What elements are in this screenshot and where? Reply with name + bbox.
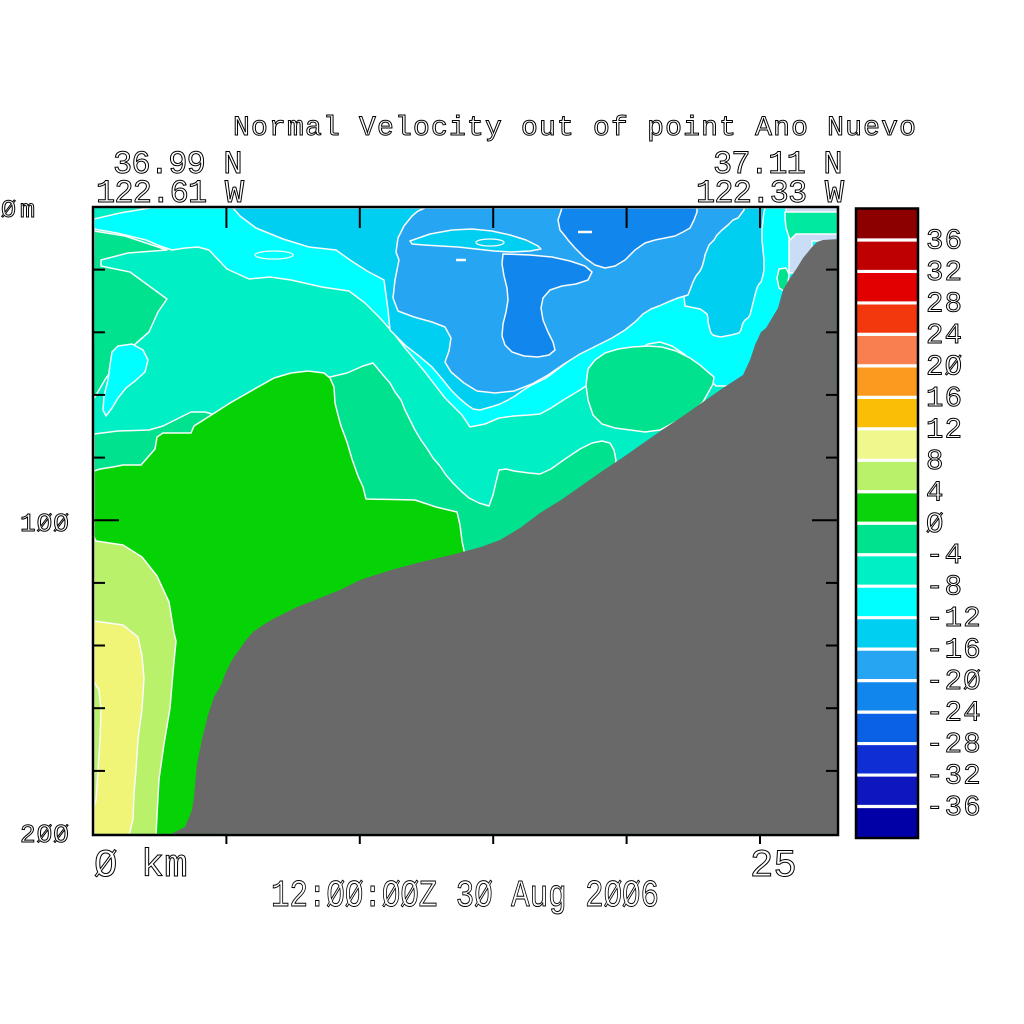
svg-text:24: 24 xyxy=(926,319,963,352)
svg-text:-28: -28 xyxy=(926,728,982,761)
svg-text:16: 16 xyxy=(926,382,963,415)
svg-text:-2Ø: -2Ø xyxy=(926,665,982,698)
svg-text:Ø: Ø xyxy=(926,508,945,541)
svg-text:12: 12 xyxy=(926,413,963,446)
svg-text:37.11 N: 37.11 N xyxy=(713,146,842,183)
svg-text:-24: -24 xyxy=(926,697,982,730)
svg-text:36.99 N: 36.99 N xyxy=(113,146,242,183)
svg-text:122.61 W: 122.61 W xyxy=(96,175,245,212)
svg-text:Ø km: Ø km xyxy=(94,844,188,888)
svg-text:-36: -36 xyxy=(926,791,982,824)
svg-text:36: 36 xyxy=(926,225,963,258)
svg-text:32: 32 xyxy=(926,256,963,289)
svg-text:25: 25 xyxy=(750,844,797,888)
svg-text:-4: -4 xyxy=(926,539,963,572)
svg-text:-16: -16 xyxy=(926,634,982,667)
svg-text:4: 4 xyxy=(926,476,945,509)
svg-text:Øm: Øm xyxy=(1,196,39,225)
svg-text:-8: -8 xyxy=(926,571,963,604)
svg-text:Normal Velocity out of point A: Normal Velocity out of point Ano Nuevo xyxy=(233,113,917,144)
svg-text:12:ØØ:ØØZ 3Ø Aug 2ØØ6: 12:ØØ:ØØZ 3Ø Aug 2ØØ6 xyxy=(271,875,659,918)
svg-text:28: 28 xyxy=(926,287,963,320)
svg-text:122.33 W: 122.33 W xyxy=(696,175,845,212)
svg-text:-32: -32 xyxy=(926,760,982,793)
svg-text:1ØØ: 1ØØ xyxy=(20,509,70,539)
svg-text:8: 8 xyxy=(926,445,945,478)
svg-text:-12: -12 xyxy=(926,602,982,635)
svg-text:2ØØ: 2ØØ xyxy=(20,820,70,850)
svg-text:2Ø: 2Ø xyxy=(926,350,963,383)
